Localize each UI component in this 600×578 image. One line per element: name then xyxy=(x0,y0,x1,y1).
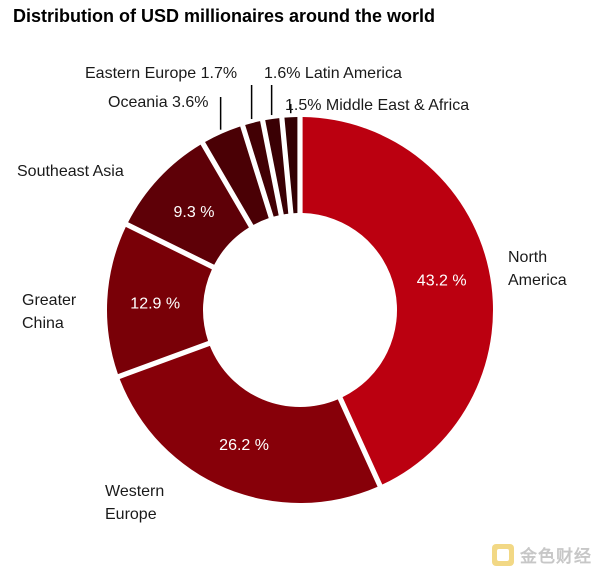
category-label-western-europe: Western Europe xyxy=(105,483,164,523)
slice-southeast-asia xyxy=(128,144,249,265)
category-label-greater-china: Greater China xyxy=(22,292,77,332)
value-label-western-europe: 26.2 % xyxy=(219,437,269,454)
slice-north-america xyxy=(302,117,493,485)
slice-oceania xyxy=(205,126,269,225)
chart-title: Distribution of USD millionaires around … xyxy=(13,6,435,26)
slice-latin-america xyxy=(265,118,289,215)
watermark: 金色财经 xyxy=(492,542,592,567)
slice-eastern-europe xyxy=(245,121,279,217)
category-label-north-america: North America xyxy=(508,249,567,289)
category-label-southeast-asia: Southeast Asia xyxy=(17,163,124,180)
donut-slices xyxy=(106,117,493,503)
slice-western-europe xyxy=(119,345,378,503)
slice-labels: 43.2 % 26.2 % 12.9 % 9.3 % North America Weste… xyxy=(17,65,567,523)
slice-middle-east-and-africa xyxy=(284,117,298,214)
watermark-text: 金色财经 xyxy=(520,547,592,567)
watermark-logo-icon xyxy=(492,543,514,566)
slice-greater-china xyxy=(106,226,212,375)
category-label-middle-east-and-africa: 1.5% Middle East & Africa xyxy=(285,97,469,114)
value-label-north-america: 43.2 % xyxy=(417,272,467,289)
leader-lines xyxy=(219,85,292,130)
category-label-latin-america: 1.6% Latin America xyxy=(264,65,402,82)
value-label-southeast-asia: 9.3 % xyxy=(174,204,215,221)
value-label-greater-china: 12.9 % xyxy=(130,295,180,312)
category-label-eastern-europe: Eastern Europe 1.7% xyxy=(85,65,237,82)
category-label-oceania: Oceania 3.6% xyxy=(108,94,209,111)
